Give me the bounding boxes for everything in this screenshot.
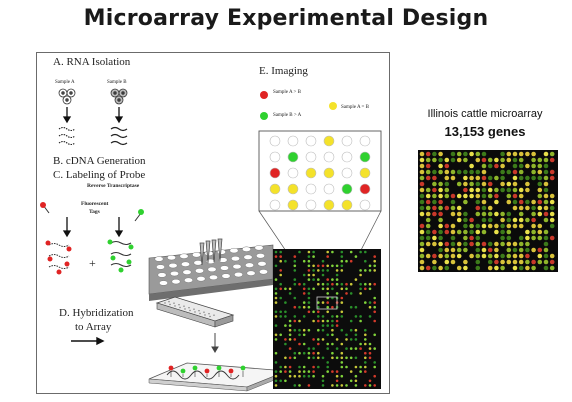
sample-a-label: Sample A	[55, 80, 75, 85]
plus-sign: +	[89, 256, 96, 270]
legend-b-gt-a-label: Sample B > A	[273, 113, 302, 118]
experiment-diagram-panel: A. RNA Isolation B. cDNA Generation C. L…	[36, 52, 390, 394]
section-d-label-2: to Array	[75, 321, 112, 333]
sample-b-label: Sample B	[107, 80, 127, 85]
legend-a-eq-b-label: Sample A = B	[341, 105, 369, 110]
legend-green-dot	[260, 112, 268, 120]
section-d-label-1: D. Hybridization	[59, 307, 134, 319]
reverse-transcriptase-label: Reverse Transcriptase	[87, 183, 140, 189]
microarray-scan-image	[273, 249, 381, 389]
gene-count: 13,153 genes	[444, 124, 526, 139]
zoomed-spots-grid	[269, 135, 371, 211]
slide-title: Microarray Experimental Design	[83, 6, 489, 31]
red-tag-icon	[40, 202, 50, 214]
legend-red-dot	[260, 91, 268, 99]
rna-strands-b-icon	[110, 126, 128, 146]
fluorescent-label: Fluorescent	[81, 201, 109, 207]
section-e-label: E. Imaging	[259, 65, 308, 77]
down-arrows	[62, 107, 124, 238]
microarray-caption: Illinois cattle microarray	[427, 108, 543, 120]
section-a-label: A. RNA Isolation	[53, 56, 131, 68]
green-labeled-cdna-icon	[107, 239, 134, 273]
diagram-graphics	[40, 88, 382, 392]
scan-zoom-region	[316, 296, 338, 310]
hybridization-arrow-icon	[71, 336, 105, 346]
section-b-label: B. cDNA Generation	[53, 155, 146, 167]
sample-a-cells-icon	[58, 88, 76, 105]
green-tag-icon	[134, 209, 144, 222]
rna-strands-a-icon	[58, 126, 76, 146]
tags-label: Tags	[89, 209, 100, 215]
red-labeled-cdna-icon	[45, 240, 72, 275]
glass-slide-icon	[155, 296, 235, 328]
section-c-label: C. Labeling of Probe	[53, 169, 146, 181]
cattle-microarray-image	[418, 150, 558, 272]
hybridization-slide-icon	[148, 362, 288, 392]
sample-b-cells-icon	[110, 88, 128, 105]
legend-a-gt-b-label: Sample A > B	[273, 90, 301, 95]
slide-down-arrow	[211, 333, 219, 353]
legend-yellow-dot	[329, 102, 337, 110]
microplate-icon	[148, 238, 274, 301]
